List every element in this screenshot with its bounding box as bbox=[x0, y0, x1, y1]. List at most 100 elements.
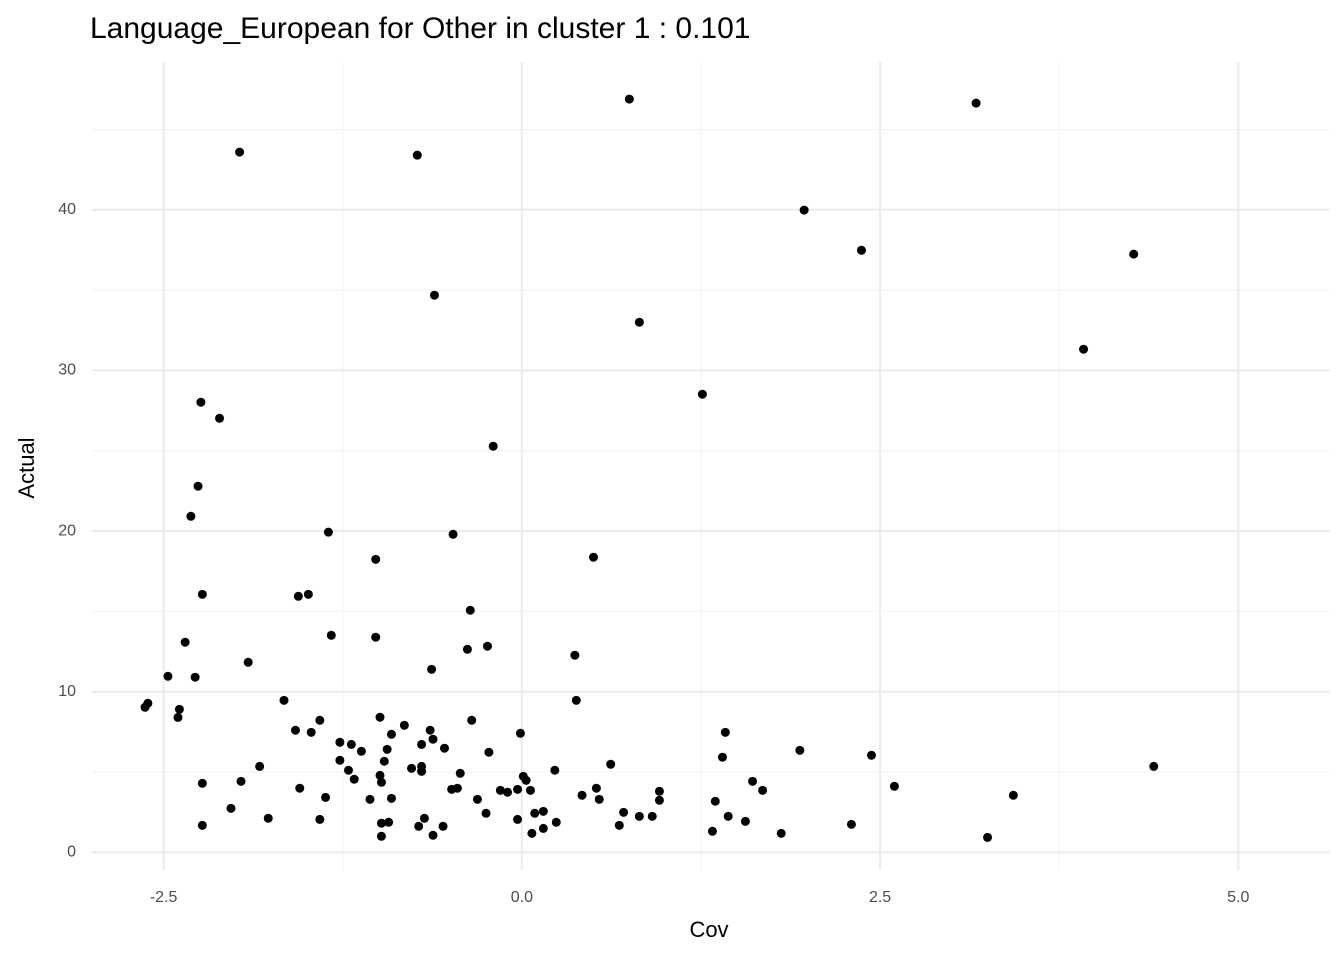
point bbox=[174, 704, 184, 714]
point bbox=[371, 554, 381, 564]
point bbox=[335, 755, 345, 765]
point bbox=[452, 783, 462, 793]
point bbox=[758, 785, 768, 795]
point bbox=[438, 821, 448, 831]
point bbox=[472, 794, 482, 804]
point bbox=[255, 761, 265, 771]
point bbox=[538, 823, 548, 833]
point bbox=[983, 832, 993, 842]
point bbox=[795, 745, 805, 755]
point bbox=[303, 589, 313, 599]
point bbox=[428, 734, 438, 744]
y-tick-label: 10 bbox=[58, 683, 76, 700]
point bbox=[365, 794, 375, 804]
point bbox=[226, 803, 236, 813]
point bbox=[748, 776, 758, 786]
point bbox=[740, 816, 750, 826]
point bbox=[647, 811, 657, 821]
point bbox=[697, 389, 707, 399]
point bbox=[279, 695, 289, 705]
point bbox=[521, 775, 531, 785]
point bbox=[306, 727, 316, 737]
point bbox=[619, 807, 629, 817]
point bbox=[197, 778, 207, 788]
point bbox=[513, 814, 523, 824]
point bbox=[197, 589, 207, 599]
point bbox=[428, 830, 438, 840]
point bbox=[1149, 761, 1159, 771]
point bbox=[427, 664, 437, 674]
point bbox=[513, 784, 523, 794]
point bbox=[570, 650, 580, 660]
point bbox=[295, 783, 305, 793]
point bbox=[375, 770, 385, 780]
point bbox=[356, 746, 366, 756]
point bbox=[412, 150, 422, 160]
point bbox=[290, 725, 300, 735]
point bbox=[190, 672, 200, 682]
x-tick-label: 2.5 bbox=[869, 889, 891, 906]
point bbox=[515, 728, 525, 738]
point bbox=[495, 785, 505, 795]
point bbox=[525, 785, 535, 795]
point bbox=[417, 739, 427, 749]
point bbox=[488, 441, 498, 451]
point bbox=[720, 727, 730, 737]
point bbox=[163, 671, 173, 681]
x-axis-label: Cov bbox=[689, 917, 728, 942]
point bbox=[382, 744, 392, 754]
point bbox=[379, 756, 389, 766]
point bbox=[349, 774, 359, 784]
point bbox=[971, 98, 981, 108]
point bbox=[293, 591, 303, 601]
point bbox=[143, 698, 153, 708]
point bbox=[326, 630, 336, 640]
point bbox=[343, 765, 353, 775]
point bbox=[236, 776, 246, 786]
point bbox=[634, 811, 644, 821]
point bbox=[889, 781, 899, 791]
point bbox=[484, 747, 494, 757]
point bbox=[180, 637, 190, 647]
point bbox=[634, 317, 644, 327]
point bbox=[465, 605, 475, 615]
point bbox=[654, 795, 664, 805]
point bbox=[482, 641, 492, 651]
y-tick-label: 0 bbox=[67, 844, 76, 861]
point bbox=[335, 737, 345, 747]
point bbox=[243, 657, 253, 667]
point bbox=[594, 794, 604, 804]
point bbox=[462, 644, 472, 654]
point bbox=[481, 808, 491, 818]
point bbox=[315, 814, 325, 824]
point bbox=[419, 813, 429, 823]
point bbox=[425, 725, 435, 735]
x-tick-label: 5.0 bbox=[1227, 889, 1249, 906]
y-tick-label: 20 bbox=[58, 522, 76, 539]
point bbox=[386, 729, 396, 739]
point bbox=[346, 739, 356, 749]
point bbox=[710, 796, 720, 806]
y-axis-label: Actual bbox=[14, 437, 39, 498]
point bbox=[417, 766, 427, 776]
point bbox=[589, 552, 599, 562]
point bbox=[455, 768, 465, 778]
point bbox=[1129, 249, 1139, 259]
point bbox=[429, 290, 439, 300]
point bbox=[215, 413, 225, 423]
point bbox=[776, 828, 786, 838]
point bbox=[856, 245, 866, 255]
point bbox=[1008, 790, 1018, 800]
point bbox=[654, 786, 664, 796]
point bbox=[503, 787, 513, 797]
point bbox=[614, 820, 624, 830]
point bbox=[371, 632, 381, 642]
point bbox=[717, 752, 727, 762]
point bbox=[323, 527, 333, 537]
point bbox=[414, 821, 424, 831]
point bbox=[399, 720, 409, 730]
point bbox=[530, 808, 540, 818]
point bbox=[186, 511, 196, 521]
point bbox=[173, 712, 183, 722]
